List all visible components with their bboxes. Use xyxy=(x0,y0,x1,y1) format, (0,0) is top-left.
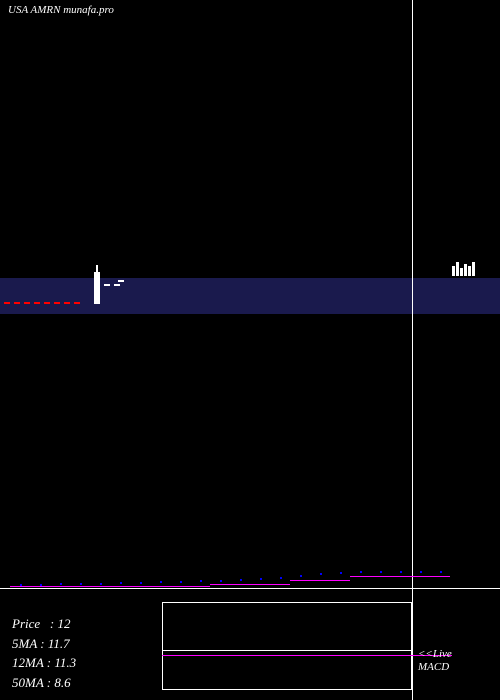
macd-dot xyxy=(200,580,202,582)
red-dash xyxy=(64,302,70,304)
sub-panel-box xyxy=(162,602,412,690)
red-dash xyxy=(34,302,40,304)
volume-bar xyxy=(464,264,467,276)
macd-dot xyxy=(360,571,362,573)
macd-signal xyxy=(350,576,450,577)
macd-dot xyxy=(140,582,142,584)
red-dash xyxy=(44,302,50,304)
white-dash xyxy=(114,284,120,286)
vertical-divider xyxy=(412,0,413,700)
chart-title: USA AMRN munafa.pro xyxy=(8,4,114,16)
macd-dot xyxy=(400,571,402,573)
macd-dot xyxy=(240,579,242,581)
macd-dot xyxy=(420,571,422,573)
ma50-value: 8.6 xyxy=(54,675,70,690)
volume-bar xyxy=(468,266,471,276)
macd-signal xyxy=(210,584,290,585)
red-dash xyxy=(4,302,10,304)
macd-label: <<Live MACD xyxy=(418,648,452,674)
stock-chart: USA AMRN munafa.pro Price : 12 5MA : 11.… xyxy=(0,0,500,700)
macd-dot xyxy=(320,573,322,575)
red-dash xyxy=(24,302,30,304)
macd-dot xyxy=(180,581,182,583)
volume-bar xyxy=(452,266,455,276)
macd-dot xyxy=(340,572,342,574)
volume-bar xyxy=(472,262,475,276)
macd-dot xyxy=(260,578,262,580)
ma5-row: 5MA : 11.7 xyxy=(12,634,76,654)
volume-bar xyxy=(460,268,463,276)
ma5-label: 5MA xyxy=(12,636,37,651)
macd-dot xyxy=(380,571,382,573)
macd-signal xyxy=(10,586,210,587)
red-dash xyxy=(74,302,80,304)
macd-dot xyxy=(220,580,222,582)
macd-dot xyxy=(300,575,302,577)
macd-live-text: <<Live xyxy=(418,648,452,660)
price-band xyxy=(0,278,500,314)
ma50-row: 50MA : 8.6 xyxy=(12,673,76,693)
red-dash xyxy=(14,302,20,304)
white-dash xyxy=(104,284,110,286)
ma12-row: 12MA : 11.3 xyxy=(12,653,76,673)
white-dash xyxy=(118,280,124,282)
macd-signal xyxy=(290,580,350,581)
macd-dot xyxy=(60,583,62,585)
macd-dot xyxy=(160,581,162,583)
wick xyxy=(96,265,98,273)
baseline xyxy=(0,588,500,589)
sub-panel-magenta-line xyxy=(162,655,452,656)
macd-dot xyxy=(120,582,122,584)
macd-dot xyxy=(440,571,442,573)
macd-dot xyxy=(80,583,82,585)
macd-text: MACD xyxy=(418,661,449,673)
sub-panel-inner-line xyxy=(162,650,412,651)
price-label: Price xyxy=(12,616,40,631)
macd-dot xyxy=(280,577,282,579)
red-dash xyxy=(54,302,60,304)
macd-dot xyxy=(100,583,102,585)
ma50-label: 50MA xyxy=(12,675,44,690)
price-row: Price : 12 xyxy=(12,614,76,634)
ma5-value: 11.7 xyxy=(48,636,70,651)
ma12-value: 11.3 xyxy=(54,655,76,670)
price-value: 12 xyxy=(58,616,71,631)
ma12-label: 12MA xyxy=(12,655,44,670)
price-info-panel: Price : 12 5MA : 11.7 12MA : 11.3 50MA :… xyxy=(12,614,76,692)
volume-bars xyxy=(452,262,475,276)
volume-bar xyxy=(456,262,459,276)
candle xyxy=(94,272,100,304)
